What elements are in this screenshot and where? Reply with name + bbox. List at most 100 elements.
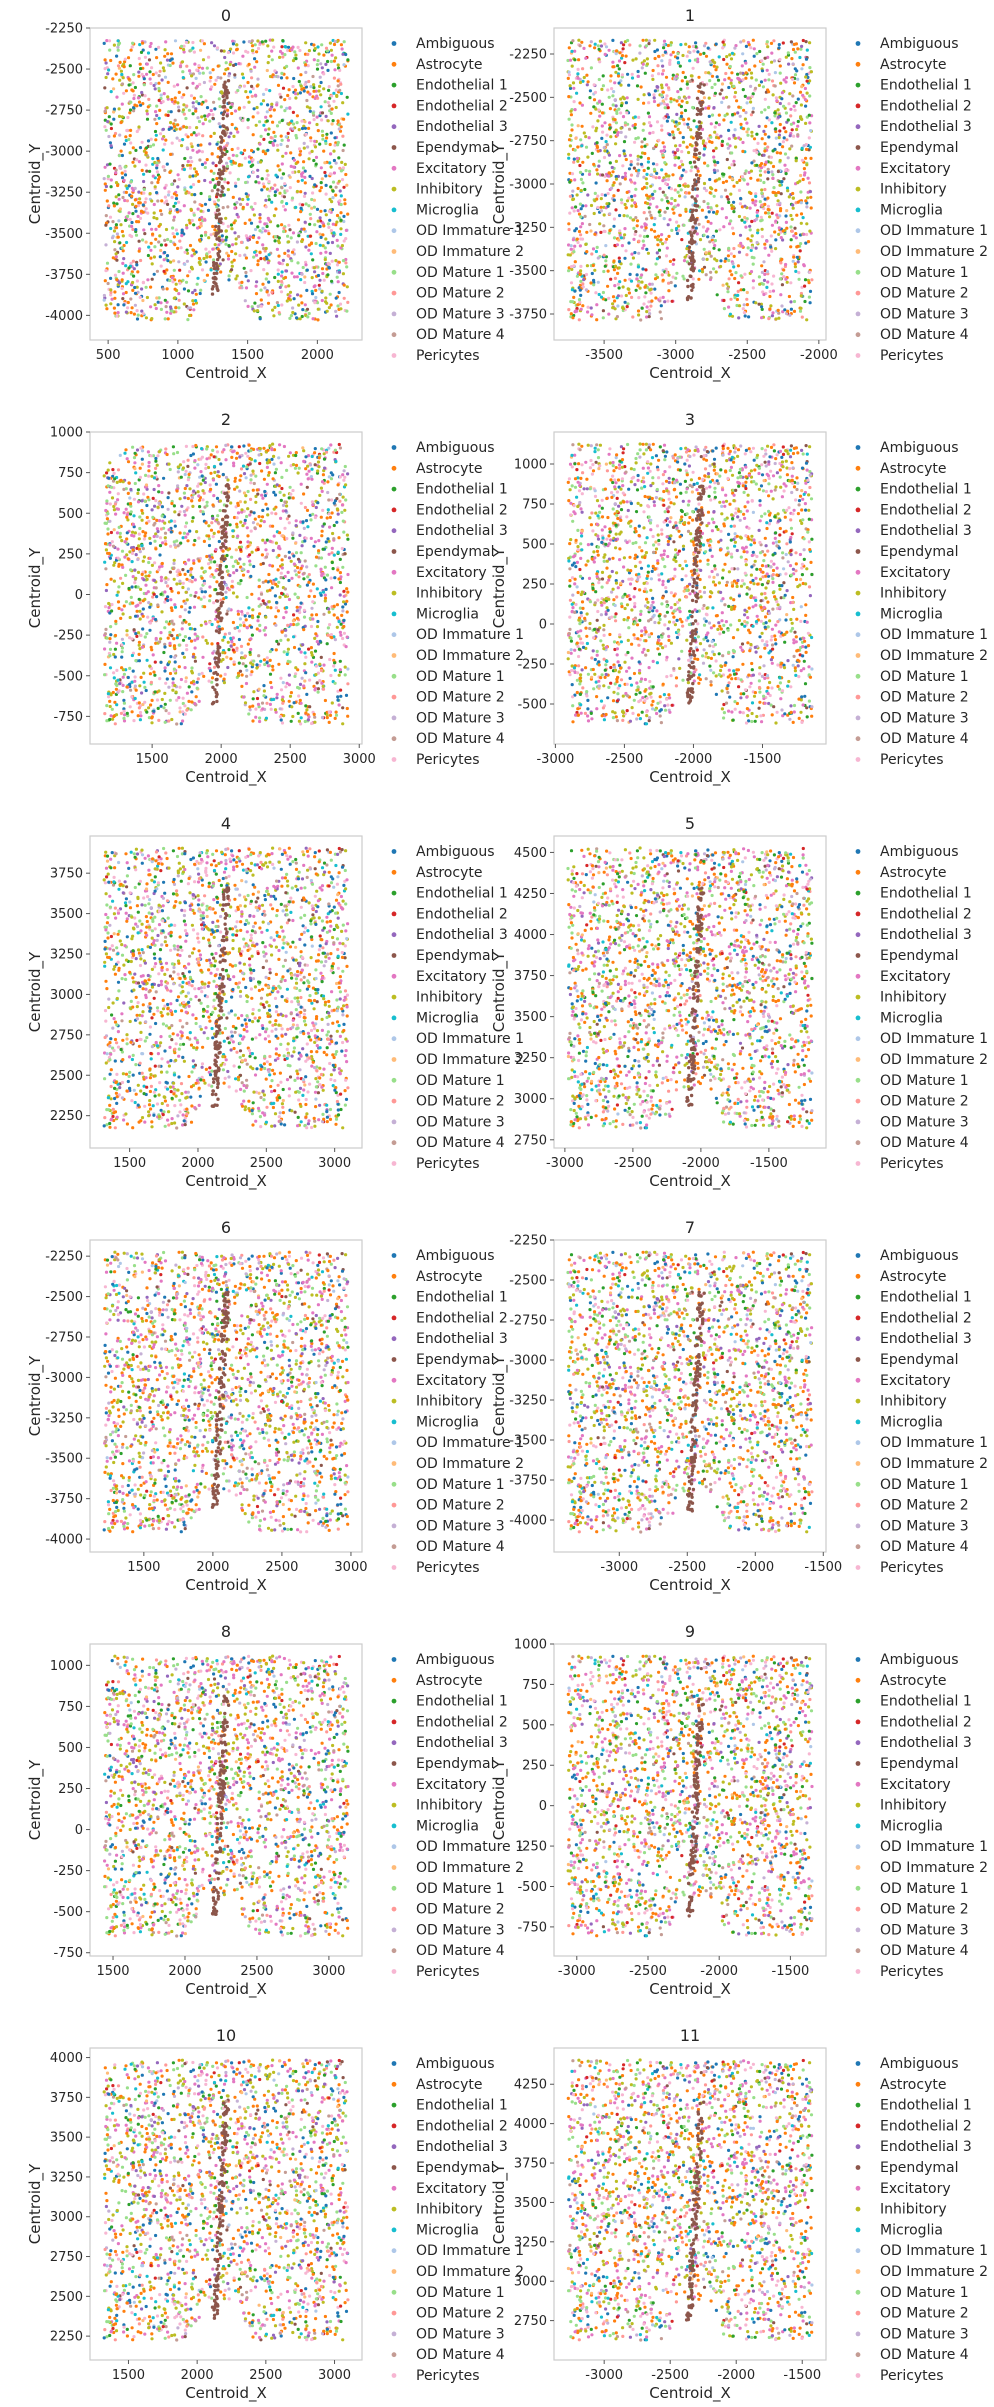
scatter-point [601, 309, 606, 313]
scatter-point [752, 149, 756, 153]
scatter-point [777, 226, 781, 230]
scatter-point [183, 635, 187, 639]
scatter-point [803, 284, 807, 288]
scatter-point [338, 189, 342, 193]
scatter-point [207, 236, 211, 240]
scatter-point [335, 263, 340, 267]
scatter-point [215, 237, 219, 241]
scatter-point [134, 209, 138, 213]
scatter-point [733, 128, 737, 132]
scatter-point [280, 274, 284, 278]
scatter-point [324, 192, 328, 196]
scatter-point [279, 134, 283, 138]
scatter-point [616, 188, 620, 192]
scatter-point [676, 203, 680, 207]
scatter-point [320, 43, 324, 47]
scatter-point [338, 580, 342, 585]
scatter-point [636, 154, 640, 158]
scatter-point [187, 218, 191, 222]
scatter-point [325, 301, 329, 305]
scatter-point [162, 92, 166, 96]
scatter-point [680, 174, 684, 178]
scatter-point [600, 102, 604, 106]
scatter-point [331, 234, 335, 238]
scatter-point [737, 105, 741, 109]
legend-marker [391, 186, 397, 192]
scatter-point [640, 145, 644, 149]
scatter-point [138, 62, 142, 66]
scatter-point [730, 151, 734, 155]
scatter-point [186, 289, 191, 293]
scatter-point [113, 296, 117, 300]
scatter-point [262, 246, 266, 251]
scatter-point [240, 673, 244, 677]
scatter-point [748, 228, 752, 232]
scatter-point [804, 241, 808, 245]
scatter-point [602, 155, 607, 160]
scatter-point [632, 237, 636, 241]
scatter-point [217, 229, 222, 233]
scatter-point [649, 304, 653, 308]
scatter-point [226, 224, 230, 228]
scatter-point [693, 178, 697, 182]
scatter-point [685, 191, 689, 195]
scatter-point [748, 224, 752, 228]
scatter-point [683, 255, 687, 259]
scatter-point [177, 109, 181, 113]
scatter-point [759, 215, 763, 219]
scatter-point [757, 83, 762, 87]
scatter-point [258, 220, 262, 224]
scatter-point [593, 199, 597, 203]
scatter-point [318, 243, 322, 247]
scatter-point [260, 469, 264, 473]
scatter-point [279, 290, 284, 294]
scatter-point [605, 133, 609, 137]
scatter-point [576, 145, 580, 149]
scatter-point [334, 88, 338, 92]
scatter-point [758, 169, 763, 173]
scatter-point [739, 71, 743, 75]
scatter-point [307, 49, 311, 53]
scatter-point [185, 146, 189, 150]
scatter-point [643, 295, 647, 299]
scatter-point [133, 103, 137, 107]
legend-item: OD Mature 1 [391, 265, 505, 281]
scatter-point [728, 269, 732, 273]
scatter-point [213, 107, 217, 111]
scatter-point [322, 87, 326, 91]
scatter-point [265, 272, 269, 276]
scatter-point [342, 283, 346, 287]
scatter-point [270, 49, 274, 53]
scatter-point [234, 277, 238, 281]
scatter-point [265, 169, 269, 173]
scatter-point [332, 59, 336, 63]
scatter-point [765, 270, 770, 274]
scatter-point [195, 282, 199, 286]
scatter-point [187, 699, 191, 704]
scatter-point [609, 74, 613, 78]
scatter-point [340, 510, 344, 514]
scatter-point [141, 102, 145, 106]
scatter-point [123, 57, 127, 61]
scatter-point [146, 139, 151, 143]
scatter-point [279, 76, 284, 80]
scatter-point [657, 248, 662, 252]
scatter-point [331, 180, 336, 184]
scatter-point [760, 227, 764, 231]
scatter-point [191, 302, 196, 306]
scatter-point [646, 111, 651, 115]
scatter-point [215, 205, 219, 209]
scatter-point [197, 64, 201, 68]
scatter-point [707, 252, 712, 256]
scatter-point [319, 62, 323, 66]
scatter-point [277, 311, 281, 315]
scatter-point [275, 247, 279, 251]
scatter-point [743, 314, 747, 318]
scatter-point [733, 136, 738, 140]
scatter-point [607, 296, 611, 300]
scatter-point [749, 100, 753, 104]
scatter-point [793, 262, 797, 266]
scatter-point [129, 261, 133, 265]
scatter-point [674, 144, 678, 148]
scatter-point [120, 82, 125, 86]
